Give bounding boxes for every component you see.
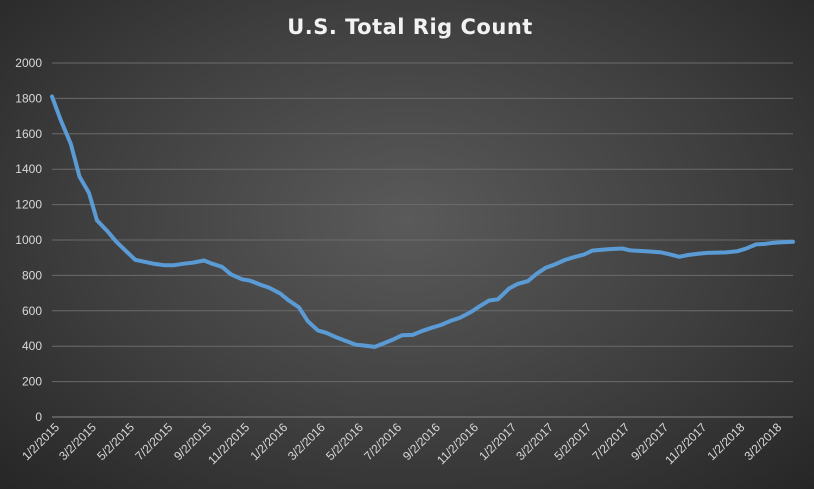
x-tick-label: 1/2/2017 [476, 420, 519, 463]
x-tick-label: 3/2/2016 [285, 420, 328, 463]
x-tick-label: 3/2/2017 [513, 420, 556, 463]
x-tick-label: 5/2/2016 [323, 420, 366, 463]
x-tick-label: 11/2/2017 [662, 420, 709, 467]
y-tick-label: 1600 [15, 127, 42, 141]
y-tick-label: 1800 [15, 91, 42, 105]
y-tick-label: 0 [35, 410, 42, 424]
y-axis-tick-labels: 0 200 400 600 800 1000 1200 1400 1600 1800 2000 [15, 56, 42, 424]
y-tick-label: 1000 [15, 233, 42, 247]
chart-title: U.S. Total Rig Count [287, 15, 533, 39]
x-tick-label: 7/2/2017 [589, 420, 632, 463]
x-tick-label: 5/2/2017 [551, 420, 594, 463]
x-tick-label: 3/2/2015 [56, 420, 99, 463]
y-tick-label: 1200 [15, 198, 42, 212]
x-tick-label: 11/2/2015 [205, 420, 252, 467]
x-tick-label: 3/2/2018 [741, 420, 784, 463]
x-tick-label: 1/2/2015 [19, 420, 62, 463]
x-axis-tick-labels: 1/2/20153/2/20155/2/20157/2/20159/2/2015… [19, 420, 784, 467]
y-tick-label: 200 [22, 375, 42, 389]
series-layer [50, 94, 795, 349]
x-tick-label: 1/2/2018 [705, 420, 748, 463]
series-line-0 [50, 94, 795, 349]
y-tick-label: 2000 [15, 56, 42, 70]
x-tick-label: 11/2/2016 [434, 420, 481, 467]
y-tick-label: 600 [22, 304, 42, 318]
y-tick-label: 400 [22, 339, 42, 353]
x-tick-label: 7/2/2015 [132, 420, 175, 463]
x-tick-label: 1/2/2016 [247, 420, 290, 463]
y-tick-label: 1400 [15, 162, 42, 176]
y-tick-label: 800 [22, 268, 42, 282]
x-tick-label: 7/2/2016 [361, 420, 404, 463]
x-tick-label: 5/2/2015 [94, 420, 137, 463]
gridlines [52, 62, 793, 383]
